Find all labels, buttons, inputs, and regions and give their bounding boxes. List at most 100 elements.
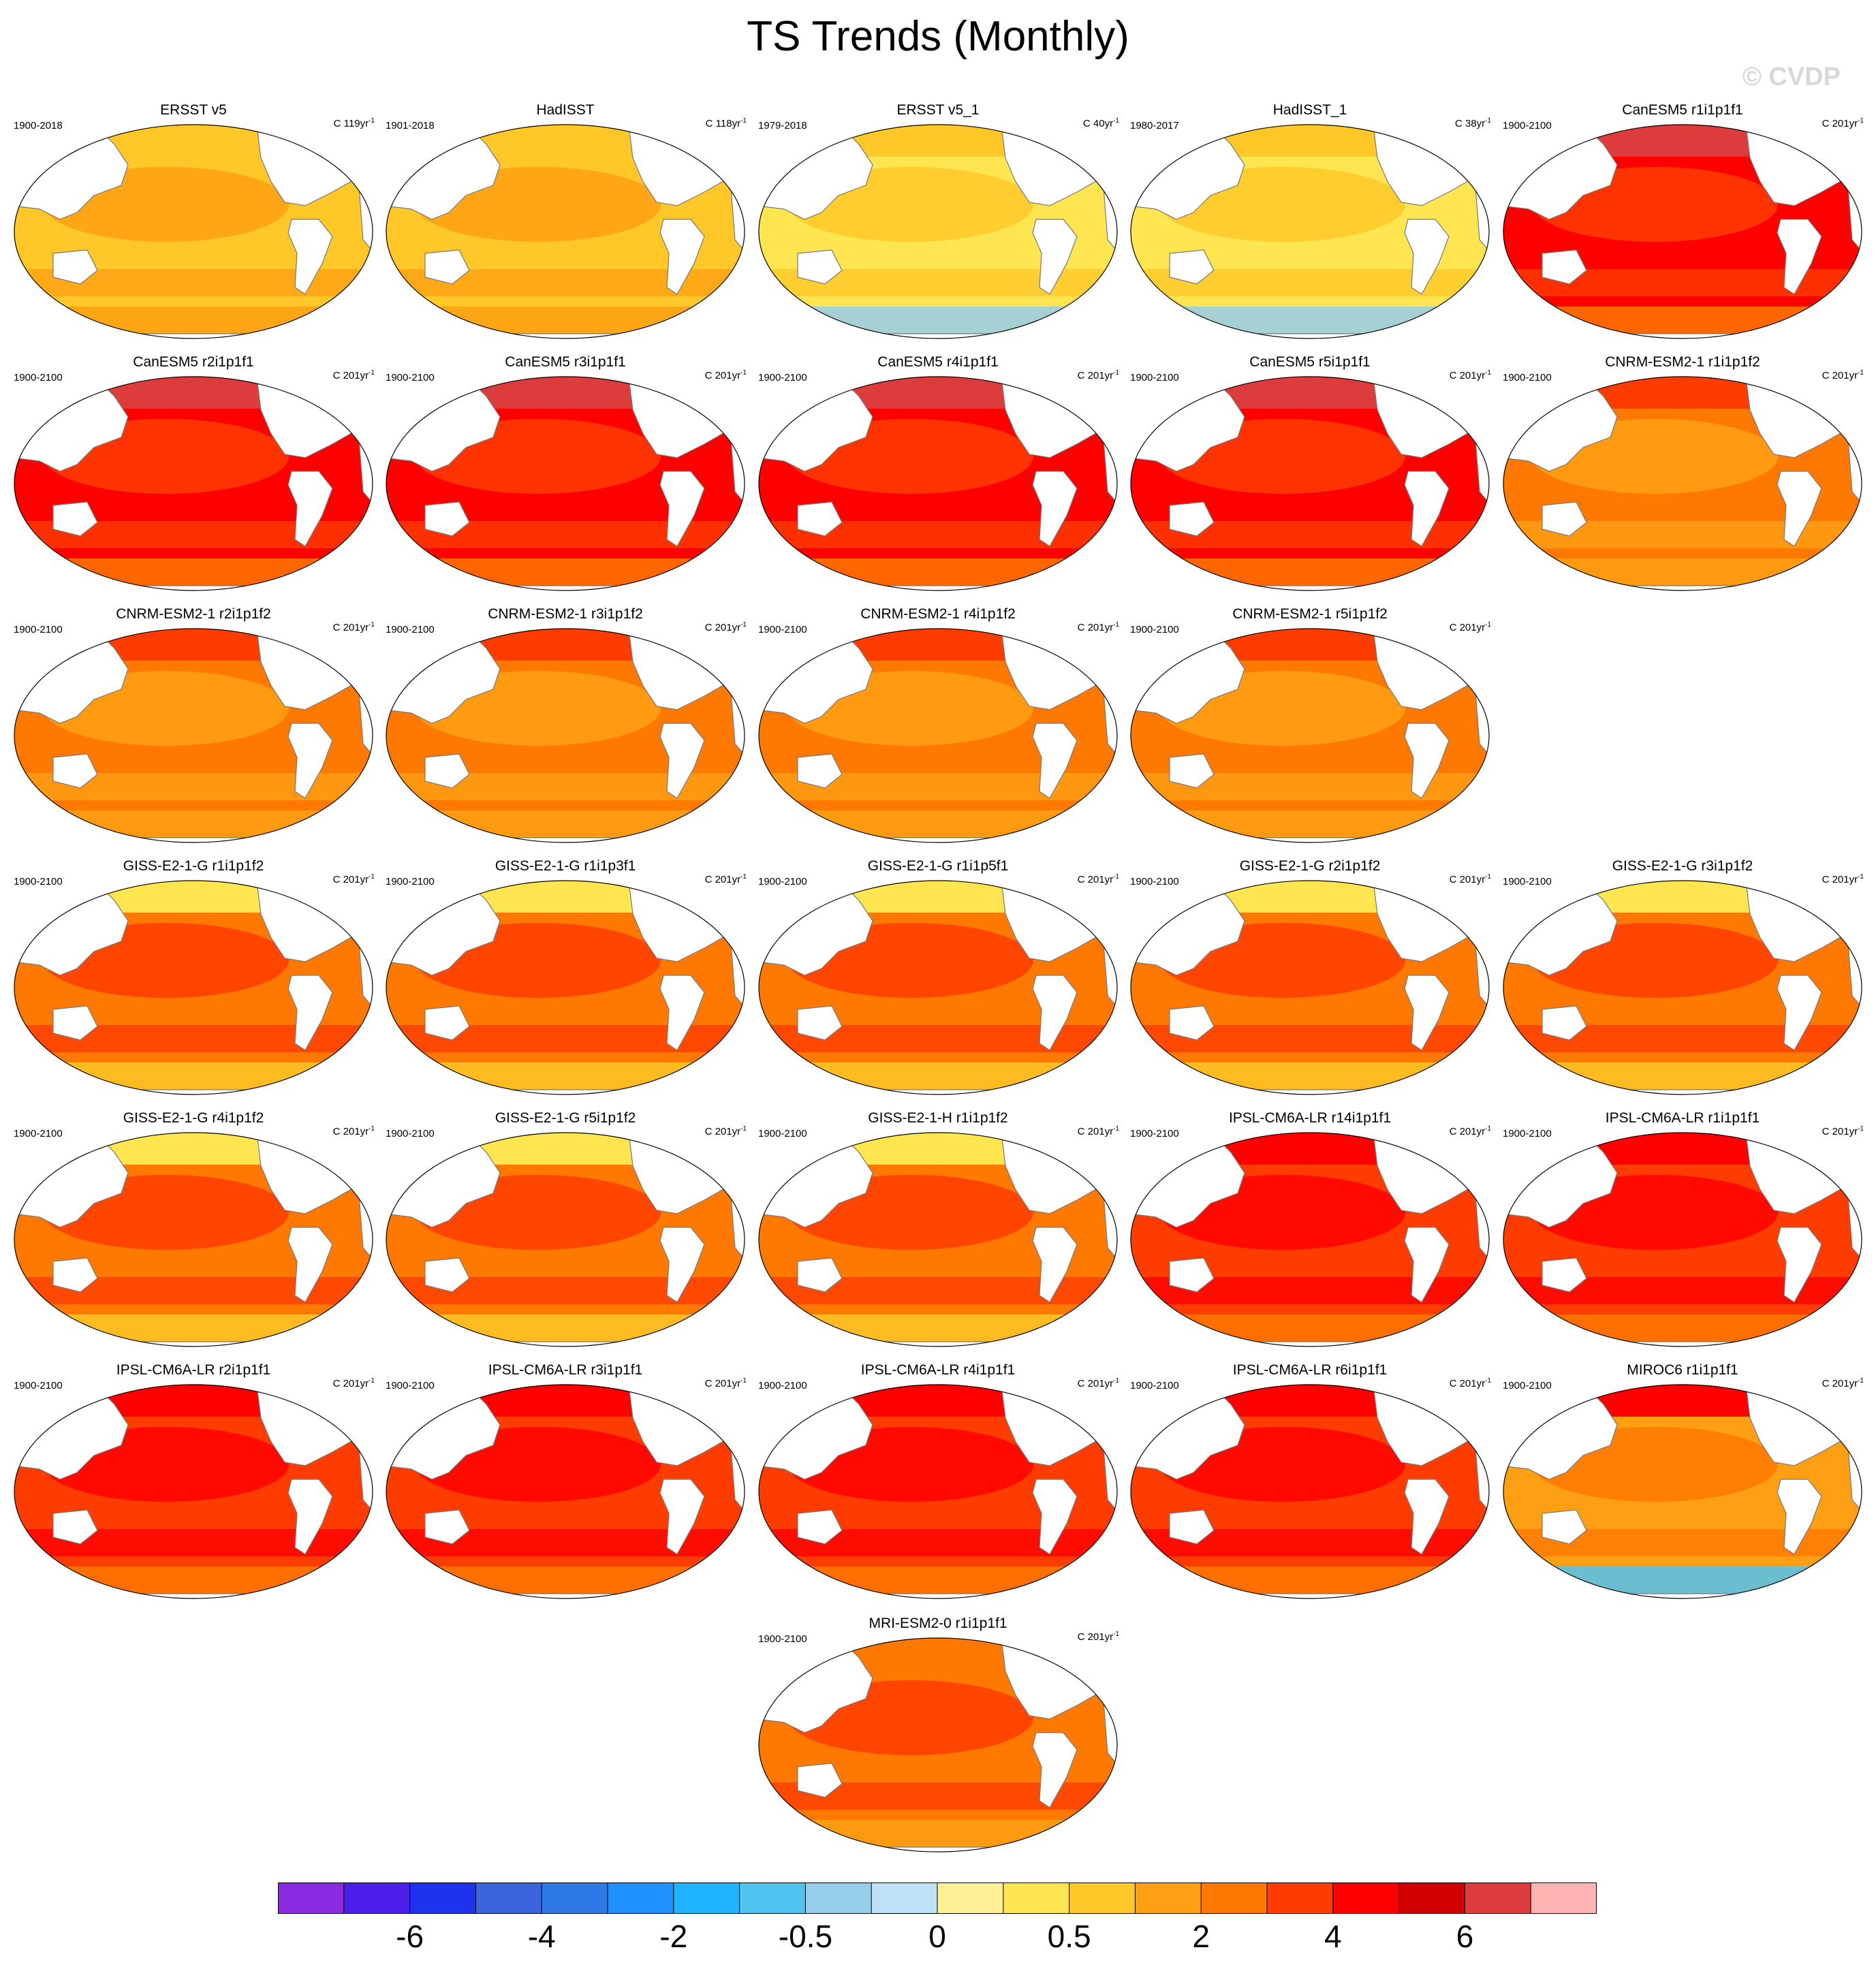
colorbar-swatch [608,1883,674,1914]
world-map [386,628,745,843]
colorbar-swatch [805,1883,872,1914]
map-panel: CanESM5 r2i1p1f1 1900-2100 C 201yr-1 [10,354,377,599]
panel-years: 1900-2100 [386,876,435,887]
colorbar-tick-label: 6 [1456,1919,1474,1954]
world-map [14,628,373,843]
world-map [758,376,1118,591]
antarctica-landmass [1503,1593,1862,1598]
map-outline [1130,1132,1490,1347]
arctic-band [386,377,745,409]
australia-landmass [1169,501,1215,537]
south-america-landmass [659,723,705,799]
arctic-band [759,125,1117,157]
map-panel: GISS-E2-1-G r1i1p1f2 1900-2100 C 201yr-1 [10,858,377,1103]
panel-years: 1900-2100 [14,1128,63,1139]
panel-years: 1979-2018 [758,120,807,131]
world-map [14,1132,373,1347]
arctic-band [759,1638,1117,1670]
map-panel: GISS-E2-1-H r1i1p1f2 1900-2100 C 201yr-1 [754,1110,1122,1355]
australia-landmass [424,1509,470,1545]
south-america-landmass [1777,975,1822,1051]
panel-years: 1900-2100 [758,1380,807,1391]
panel-units: C 201yr-1 [332,873,375,885]
panel-title: CNRM-ESM2-1 r5i1p1f2 [1232,606,1388,622]
map-outline [758,628,1118,843]
antarctic-band [14,810,373,842]
panel-units: C 201yr-1 [1077,873,1119,885]
panel-title: CanESM5 r4i1p1f1 [877,354,999,370]
arctic-band [1131,377,1489,409]
colorbar-swatch [542,1883,608,1914]
panel-years: 1900-2100 [1130,1128,1179,1139]
world-map [14,124,373,339]
panel-title: GISS-E2-1-G r4i1p1f2 [123,1110,264,1126]
panel-units: C 201yr-1 [1449,621,1491,633]
panel-units: C 201yr-1 [1449,1377,1491,1389]
arctic-band [1131,1133,1489,1165]
australia-landmass [52,1509,98,1545]
panel-title: CanESM5 r2i1p1f1 [133,354,254,370]
south-america-landmass [1777,1479,1822,1555]
panel-title: ERSST v5 [160,102,227,118]
south-america-landmass [659,975,705,1051]
antarctica-landmass [759,1593,1117,1598]
antarctic-band [1503,1062,1862,1094]
panel-years: 1900-2100 [1503,120,1552,131]
map-panel: CNRM-ESM2-1 r5i1p1f2 1900-2100 C 201yr-1 [1126,606,1494,851]
map-outline [758,1132,1118,1347]
panel-title: IPSL-CM6A-LR r2i1p1f1 [116,1362,271,1378]
map-outline [758,124,1118,339]
panel-title: IPSL-CM6A-LR r6i1p1f1 [1232,1362,1388,1378]
panel-title: CanESM5 r1i1p1f1 [1622,102,1743,118]
panel-title: GISS-E2-1-G r2i1p1f2 [1239,858,1381,874]
panel-units: C 201yr-1 [704,873,747,885]
south-america-landmass [1777,1227,1822,1303]
antarctica-landmass [14,1089,373,1094]
map-outline [1503,1132,1862,1347]
arctic-band [14,881,373,913]
colorbar-swatch [1531,1883,1597,1914]
panel-units: C 201yr-1 [1822,117,1864,129]
antarctic-band [1131,1566,1489,1598]
panel-title: CNRM-ESM2-1 r2i1p1f2 [116,606,271,622]
arctic-band [14,1385,373,1417]
colorbar-swatch [1069,1883,1136,1914]
australia-landmass [1169,1005,1215,1041]
antarctic-band [1503,1314,1862,1346]
panel-years: 1900-2100 [1130,876,1179,887]
antarctica-landmass [1503,1341,1862,1346]
antarctic-band [386,810,745,842]
antarctica-landmass [1131,585,1489,590]
panel-years: 1900-2100 [1130,624,1179,635]
world-map [1503,124,1862,339]
antarctica-landmass [386,837,745,842]
world-map [386,124,745,339]
antarctica-landmass [14,1593,373,1598]
world-map [386,1384,745,1599]
map-panel: HadISST 1901-2018 C 118yr-1 [381,102,749,347]
antarctic-band [1503,1566,1862,1598]
map-panel: MIROC6 r1i1p1f1 1900-2100 C 201yr-1 [1499,1362,1866,1607]
colorbar-tick-label: -2 [659,1919,688,1954]
map-panel: IPSL-CM6A-LR r1i1p1f1 1900-2100 C 201yr-1 [1499,1110,1866,1355]
panel-title: GISS-E2-1-H r1i1p1f2 [868,1110,1008,1126]
south-america-landmass [1032,471,1078,547]
panel-years: 1900-2100 [758,876,807,887]
arctic-band [1503,1385,1862,1417]
panel-title: MIROC6 r1i1p1f1 [1627,1362,1738,1378]
map-panel: ERSST v5 1900-2018 C 119yr-1 [10,102,377,347]
map-outline [1130,124,1490,339]
antarctic-band [386,1314,745,1346]
world-map [386,1132,745,1347]
arctic-band [14,629,373,661]
south-america-landmass [659,1479,705,1555]
map-outline [1503,124,1862,339]
world-map [386,880,745,1095]
antarctic-band [386,558,745,590]
panel-years: 1900-2100 [1503,876,1552,887]
map-panel: GISS-E2-1-G r1i1p3f1 1900-2100 C 201yr-1 [381,858,749,1103]
panel-title: HadISST [536,102,595,118]
antarctic-band [386,1062,745,1094]
map-outline [14,1132,373,1347]
arctic-band [1131,881,1489,913]
